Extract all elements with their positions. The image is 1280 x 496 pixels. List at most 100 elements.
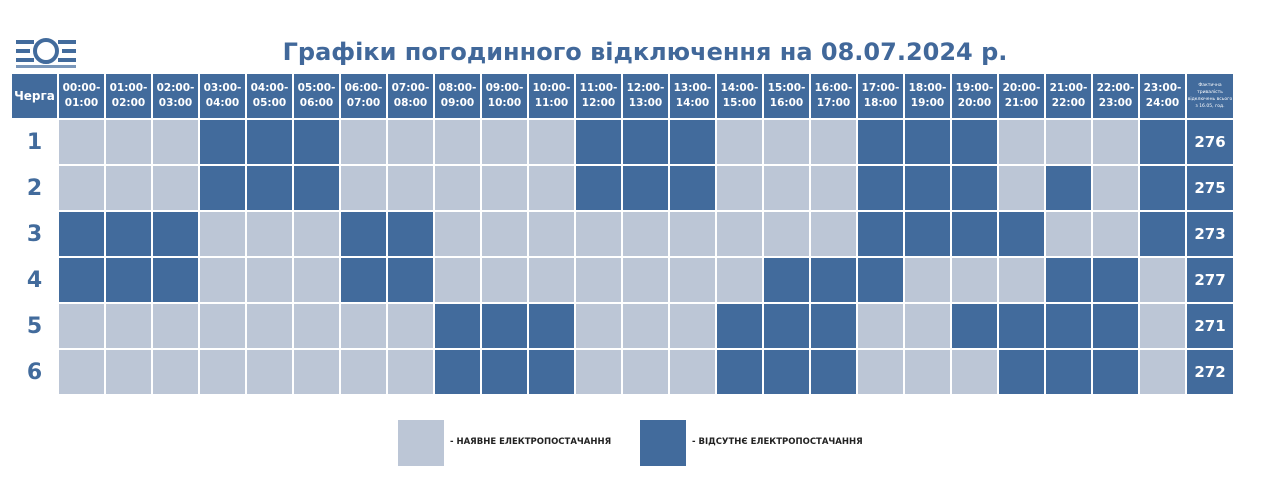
available-cell [527,210,576,258]
outage-cell [292,118,341,166]
queue-number: 4 [10,256,59,304]
outage-cell [245,164,294,212]
available-cell [1091,164,1140,212]
outage-cell [527,348,576,396]
total-header: Фактична тривалість відключень всього з … [1185,72,1235,120]
available-cell [856,302,905,350]
available-cell [668,210,717,258]
available-cell [715,118,764,166]
available-cell [480,118,529,166]
available-cell [715,164,764,212]
hour-header: 21:00-22:00 [1044,72,1093,120]
hour-header: 00:00-01:00 [57,72,106,120]
available-cell [527,164,576,212]
queue-header: Черга [10,72,59,120]
outage-cell [1044,256,1093,304]
legend-available-label: - НАЯВНЕ ЕЛЕКТРОПОСТАЧАННЯ [450,437,612,447]
company-logo [16,38,76,68]
queue-number: 3 [10,210,59,258]
hour-header: 23:00-24:00 [1138,72,1187,120]
hour-header: 06:00-07:00 [339,72,388,120]
outage-cell [480,348,529,396]
hour-header: 18:00-19:00 [903,72,952,120]
available-cell [292,210,341,258]
header-row: Черга 00:00-01:00 01:00-02:00 02:00-03:00 0… [10,72,1235,120]
available-cell [1044,210,1093,258]
table-row: 2 275 [10,164,1235,212]
available-cell [151,348,200,396]
outage-cell [715,302,764,350]
outage-cell [762,256,811,304]
available-cell [715,210,764,258]
outage-cell [527,302,576,350]
available-cell [997,164,1046,212]
outage-cell [151,256,200,304]
outage-cell [950,302,999,350]
outage-cell [950,118,999,166]
hour-header: 03:00-04:00 [198,72,247,120]
available-cell [104,164,153,212]
page-title: Графіки погодинного відключення на 08.07… [282,38,1008,66]
available-cell [386,348,435,396]
hour-header: 04:00-05:00 [245,72,294,120]
outage-cell [574,164,623,212]
hour-header: 22:00-23:00 [1091,72,1140,120]
outage-cell [997,302,1046,350]
outage-cell [104,256,153,304]
available-cell [151,164,200,212]
queue-number: 1 [10,118,59,166]
queue-number: 2 [10,164,59,212]
legend-available-swatch [398,420,444,466]
available-cell [57,118,106,166]
available-cell [292,256,341,304]
hour-header: 17:00-18:00 [856,72,905,120]
available-cell [621,348,670,396]
outage-cell [621,118,670,166]
hour-header: 20:00-21:00 [997,72,1046,120]
outage-cell [762,348,811,396]
hour-header: 08:00-09:00 [433,72,482,120]
outage-cell [1044,164,1093,212]
available-cell [245,348,294,396]
available-cell [104,302,153,350]
outage-cell [198,164,247,212]
outage-cell [292,164,341,212]
available-cell [245,256,294,304]
outage-cell [668,118,717,166]
outage-cell [57,256,106,304]
available-cell [621,256,670,304]
table-row: 6 272 [10,348,1235,396]
total-hours: 271 [1185,302,1235,350]
available-cell [433,118,482,166]
hour-header: 12:00-13:00 [621,72,670,120]
available-cell [950,348,999,396]
queue-number: 6 [10,348,59,396]
hour-header: 19:00-20:00 [950,72,999,120]
available-cell [433,164,482,212]
outage-cell [1138,164,1187,212]
hour-header: 09:00-10:00 [480,72,529,120]
queue-number: 5 [10,302,59,350]
hour-header: 13:00-14:00 [668,72,717,120]
outage-cell [1138,118,1187,166]
available-cell [198,348,247,396]
outage-cell [856,256,905,304]
outage-schedule-table: Черга 00:00-01:00 01:00-02:00 02:00-03:00 0… [10,72,1235,396]
outage-cell [997,348,1046,396]
available-cell [1138,302,1187,350]
outage-cell [856,118,905,166]
outage-cell [903,118,952,166]
outage-cell [480,302,529,350]
outage-cell [433,348,482,396]
available-cell [997,118,1046,166]
hour-header: 15:00-16:00 [762,72,811,120]
available-cell [339,302,388,350]
available-cell [668,348,717,396]
available-cell [1138,256,1187,304]
available-cell [903,302,952,350]
total-hours: 277 [1185,256,1235,304]
available-cell [950,256,999,304]
available-cell [574,302,623,350]
outage-cell [1138,210,1187,258]
available-cell [386,118,435,166]
